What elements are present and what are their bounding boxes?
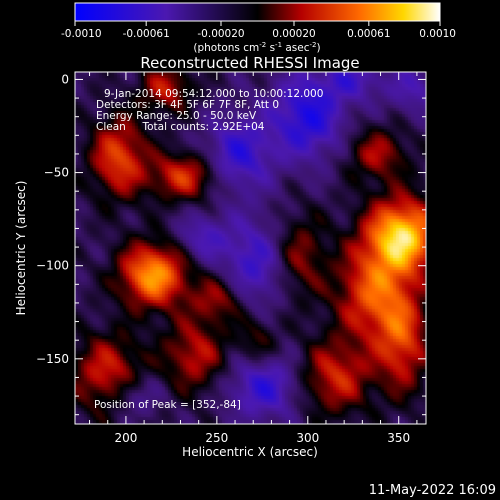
colorbar-unit-label: (photons cm-2 s-1 asec-2) [193,41,320,54]
y-tick-label: 0 [61,72,69,86]
plot-frame [74,71,427,425]
annotation-time-range: 9-Jan-2014 09:54:12.000 to 10:00:12.000 [104,88,323,100]
x-tick-label: 350 [387,431,410,445]
y-tick-label: −50 [44,166,69,180]
colorbar-tick-label: -0.0010 [61,28,102,40]
x-tick-label: 200 [114,431,137,445]
colorbar-tick-label: 0.00061 [347,28,390,40]
axis-ticks: 200 250 300 350 0 −50 −100 −150 [36,72,426,445]
colorbar-tick-label: -0.00061 [123,28,170,40]
heatmap-image-container [75,72,426,424]
annotation-clean-counts: Clean Total counts: 2.92E+04 [96,121,265,133]
annotation-detectors: Detectors: 3F 4F 5F 6F 7F 8F, Att 0 [96,99,279,111]
x-tick-label: 300 [296,431,319,445]
colorbar-tick-label: 0.00020 [272,28,315,40]
footer-timestamp: 11-May-2022 16:09 [369,483,496,498]
peak-position-label: Position of Peak = [352,-84] [94,399,241,411]
x-axis-label: Heliocentric X (arcsec) [182,445,318,459]
colorbar-tick-label: -0.00020 [197,28,244,40]
chart-title: Reconstructed RHESSI Image [140,54,359,72]
heatmap-image [75,72,426,424]
colorbar [74,2,441,22]
colorbar-tick-label: 0.0010 [419,28,456,40]
x-tick-label: 250 [205,431,228,445]
y-tick-label: −150 [36,352,69,366]
annotation-energy-range: Energy Range: 25.0 - 50.0 keV [96,110,257,122]
y-axis-label: Heliocentric Y (arcsec) [14,181,28,316]
colorbar-ticks: -0.0010 -0.00061 -0.00020 0.00020 0.00061 0.0… [61,21,456,40]
y-tick-label: −100 [36,259,69,273]
annotation-block: 9-Jan-2014 09:54:12.000 to 10:00:12.000 … [96,88,323,133]
